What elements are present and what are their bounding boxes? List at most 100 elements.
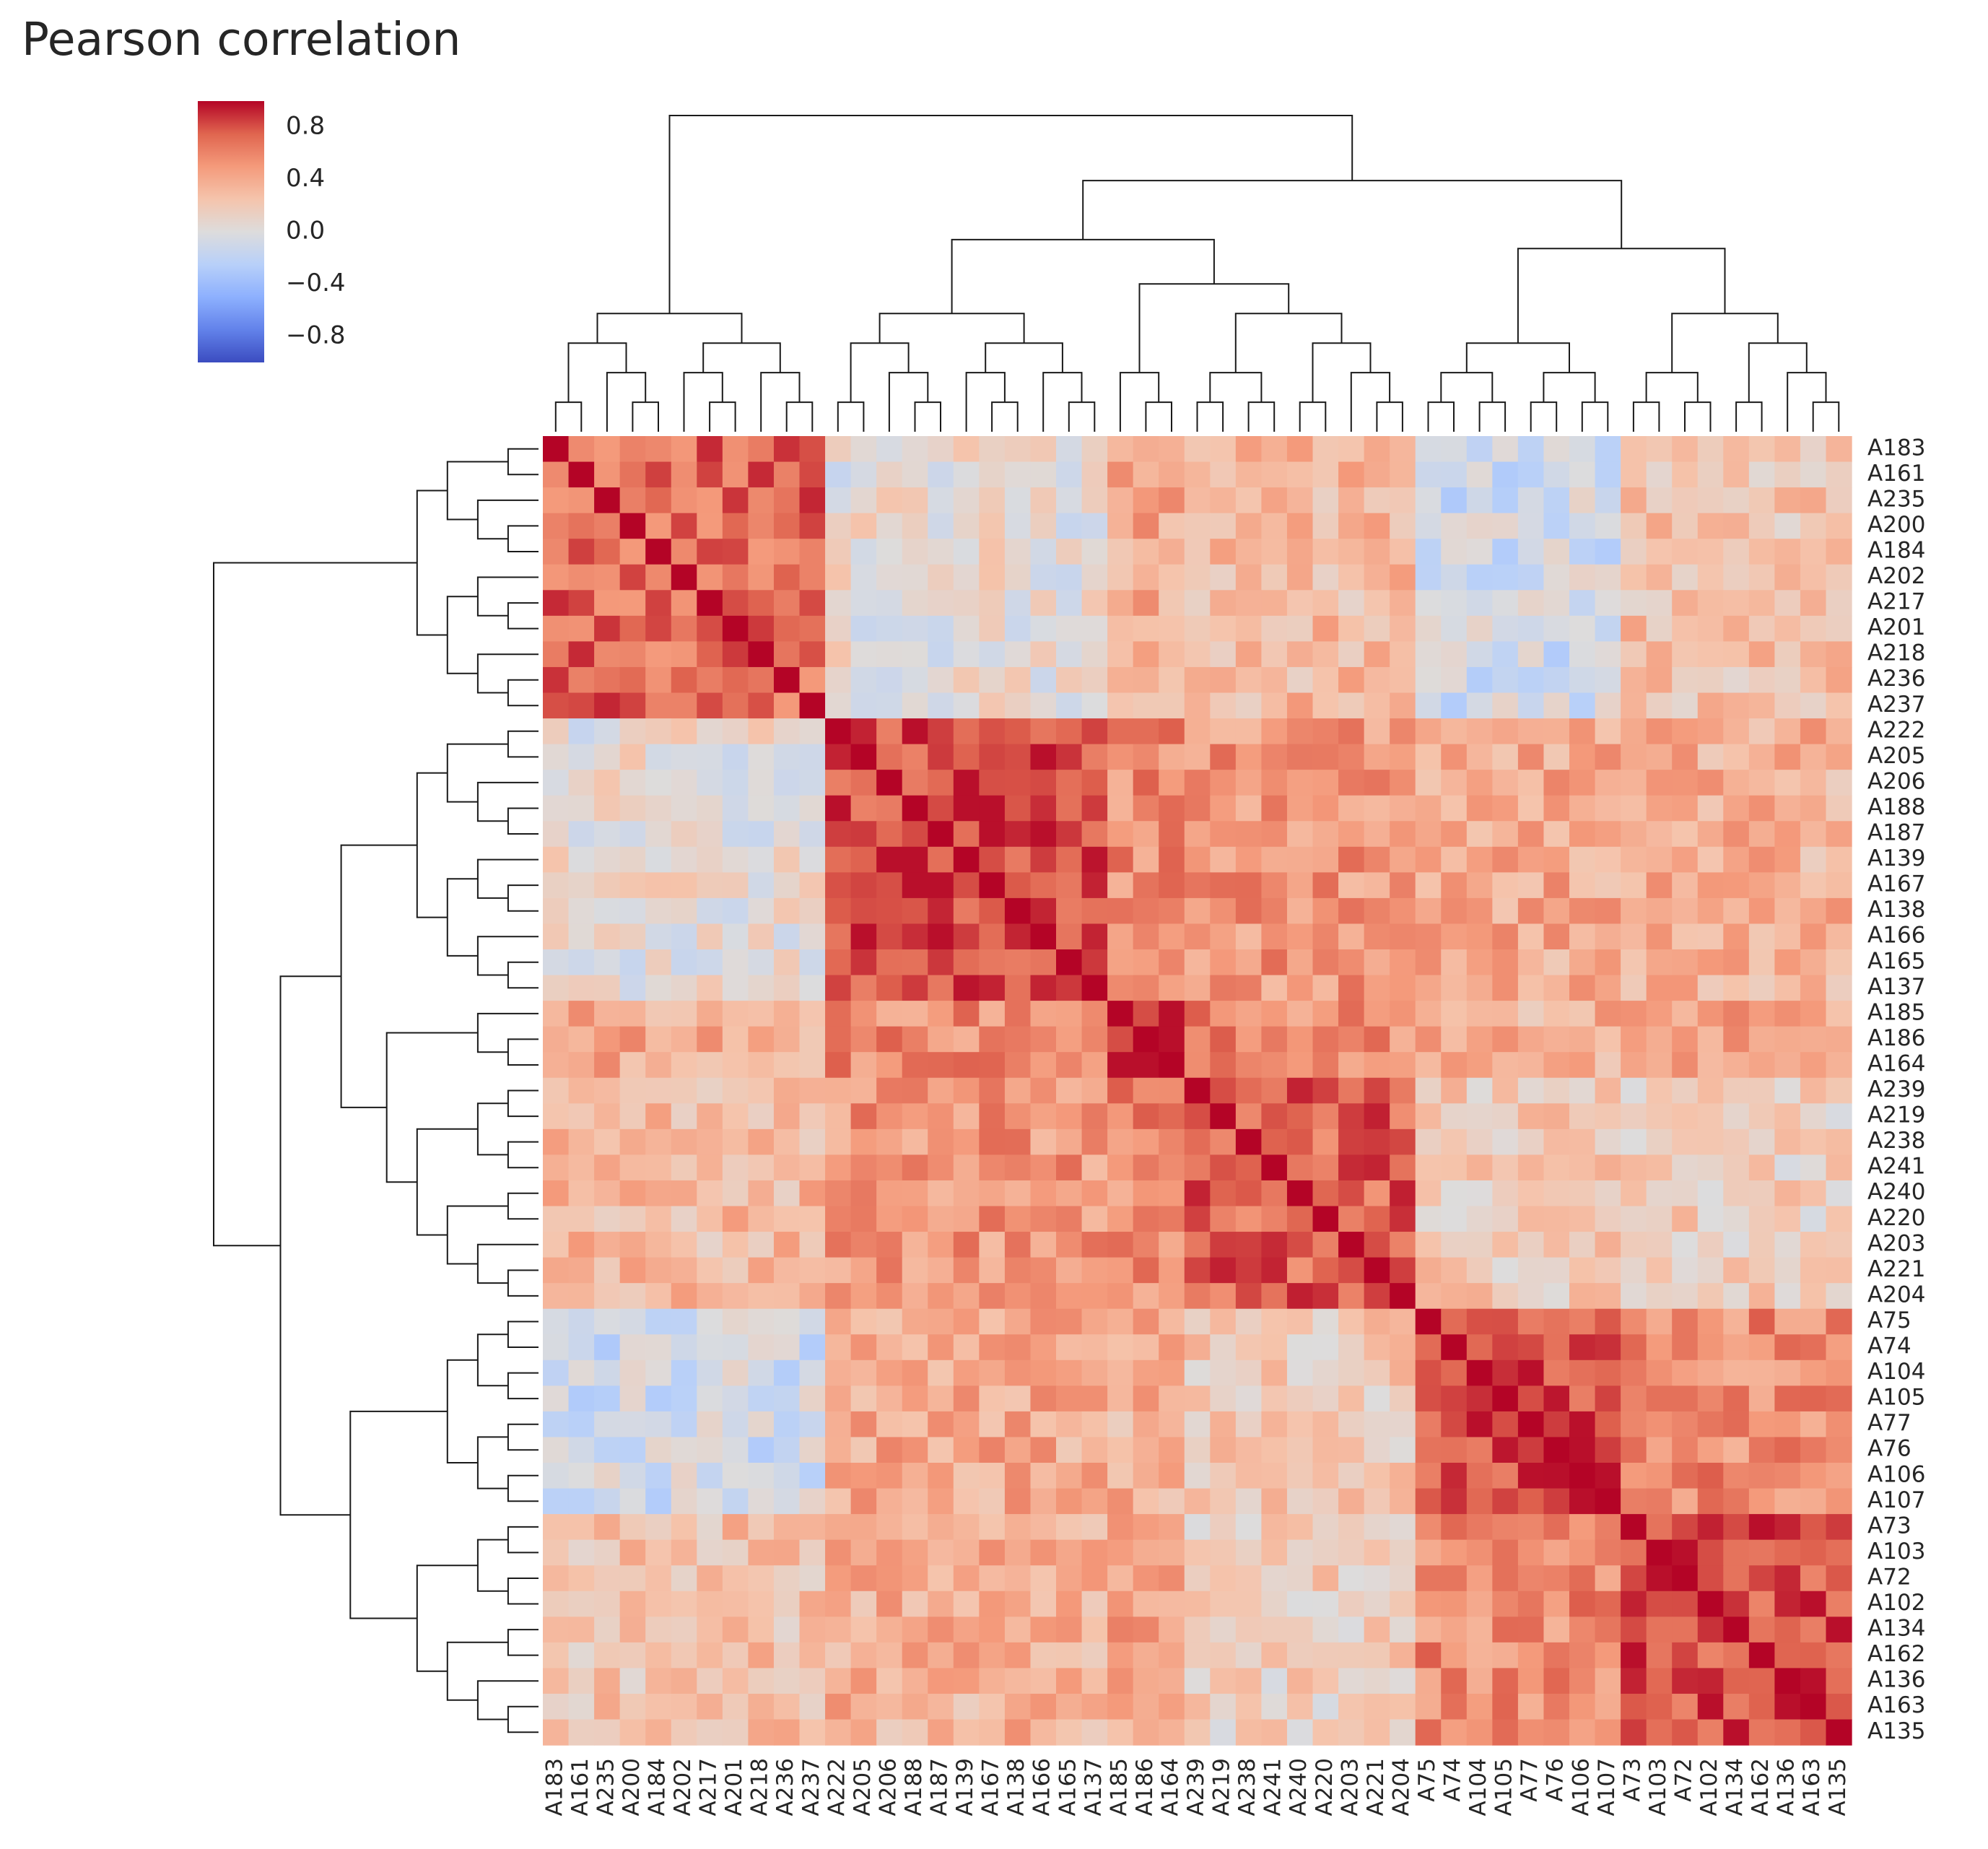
- heatmap-cell: [1210, 1668, 1237, 1694]
- heatmap-cell: [1441, 1077, 1468, 1104]
- heatmap-cell: [1646, 1154, 1673, 1181]
- heatmap-cell: [1056, 590, 1083, 617]
- heatmap-cell: [671, 744, 697, 770]
- heatmap-cell: [953, 436, 980, 463]
- heatmap-cell: [799, 1001, 826, 1027]
- heatmap-cell: [1569, 1283, 1596, 1310]
- heatmap-cell: [1415, 1334, 1442, 1361]
- heatmap-cell: [902, 821, 928, 848]
- heatmap-cell: [825, 539, 852, 565]
- heatmap-cell: [568, 1026, 595, 1053]
- heatmap-cell: [1210, 1257, 1237, 1284]
- heatmap-cell: [619, 846, 646, 873]
- heatmap-cell: [1774, 1617, 1801, 1643]
- heatmap-cell: [1492, 1052, 1519, 1079]
- heatmap-cell: [876, 1539, 903, 1566]
- heatmap-cell: [773, 795, 801, 822]
- heatmap-cell: [748, 1642, 775, 1669]
- heatmap-cell: [1466, 1128, 1493, 1155]
- heatmap-cell: [953, 1719, 980, 1746]
- heatmap-cell: [1030, 1591, 1057, 1617]
- heatmap-cell: [722, 1308, 749, 1335]
- heatmap-cell: [1210, 846, 1237, 873]
- heatmap-cell: [1159, 1001, 1185, 1027]
- heatmap-cell: [1646, 1693, 1673, 1720]
- heatmap-cell: [876, 1411, 903, 1438]
- heatmap-cell: [1364, 1026, 1390, 1053]
- heatmap-cell: [1569, 1463, 1596, 1489]
- heatmap-cell: [1056, 1437, 1083, 1463]
- heatmap-cell: [1030, 1359, 1057, 1386]
- heatmap-cell: [1364, 1539, 1390, 1566]
- heatmap-cell: [619, 872, 646, 899]
- heatmap-cell: [1492, 1437, 1519, 1463]
- heatmap-cell: [1286, 1642, 1314, 1669]
- heatmap-cell: [1826, 487, 1852, 514]
- column-label: A184: [645, 1758, 671, 1816]
- heatmap-cell: [697, 1488, 723, 1515]
- heatmap-cell: [1338, 1308, 1365, 1335]
- heatmap-cell: [1646, 1719, 1673, 1746]
- heatmap-cell: [1390, 897, 1416, 925]
- heatmap-cell: [1081, 1001, 1108, 1027]
- heatmap-cell: [722, 1411, 749, 1438]
- dendrogram-link: [446, 878, 478, 957]
- heatmap-cell: [1004, 1565, 1032, 1592]
- heatmap-cell: [1569, 692, 1596, 719]
- heatmap-cell: [902, 1283, 928, 1310]
- heatmap-cell: [979, 1103, 1006, 1130]
- heatmap-cell: [1595, 1591, 1621, 1617]
- heatmap-cell: [1748, 1359, 1775, 1386]
- dendrogram-link: [416, 490, 448, 636]
- heatmap-cell: [1312, 692, 1339, 719]
- heatmap-cell: [748, 1385, 775, 1412]
- heatmap-cell: [953, 718, 980, 745]
- heatmap-cell: [543, 897, 570, 925]
- heatmap-cell: [1569, 821, 1596, 848]
- colorbar-tick-label: −0.4: [286, 269, 346, 297]
- heatmap-cell: [928, 1693, 954, 1720]
- heatmap-cell: [543, 1359, 570, 1386]
- heatmap-cell: [1338, 487, 1365, 514]
- heatmap-cell: [1441, 436, 1468, 463]
- heatmap-cell: [1646, 1103, 1673, 1130]
- heatmap-cell: [979, 846, 1006, 873]
- heatmap-cell: [1723, 1077, 1750, 1104]
- heatmap-cell: [1004, 1206, 1032, 1232]
- heatmap-cell: [1441, 539, 1468, 565]
- heatmap-cell: [799, 1283, 826, 1310]
- heatmap-cell: [1235, 897, 1262, 925]
- heatmap-cell: [594, 1128, 621, 1155]
- heatmap-cell: [1159, 770, 1185, 796]
- heatmap-cell: [1748, 1103, 1775, 1130]
- heatmap-cell: [773, 1617, 801, 1643]
- heatmap-cell: [1056, 897, 1083, 925]
- heatmap-cell: [1415, 923, 1442, 950]
- heatmap-cell: [1030, 1001, 1057, 1027]
- heatmap-cell: [1569, 666, 1596, 694]
- heatmap-cell: [594, 1359, 621, 1386]
- heatmap-cell: [1517, 692, 1545, 719]
- heatmap-cell: [979, 975, 1006, 1001]
- heatmap-cell: [1390, 641, 1416, 668]
- heatmap-cell: [1107, 897, 1134, 925]
- heatmap-cell: [1364, 590, 1390, 617]
- heatmap-cell: [928, 1411, 954, 1438]
- heatmap-cell: [1800, 461, 1827, 488]
- heatmap-cell: [1184, 1052, 1211, 1079]
- heatmap-cell: [594, 1642, 621, 1669]
- heatmap-cell: [1800, 718, 1827, 745]
- heatmap-cell: [1081, 821, 1108, 848]
- heatmap-cell: [850, 846, 877, 873]
- heatmap-cell: [1133, 513, 1159, 539]
- heatmap-cell: [697, 1283, 723, 1310]
- heatmap-cell: [1774, 692, 1801, 719]
- heatmap-cell: [928, 1257, 954, 1284]
- dendrogram-link: [1684, 401, 1712, 432]
- heatmap-cell: [748, 1437, 775, 1463]
- heatmap-cell: [1441, 641, 1468, 668]
- heatmap-cell: [953, 1642, 980, 1669]
- column-label: A183: [541, 1758, 567, 1816]
- heatmap-cell: [1390, 1103, 1416, 1130]
- heatmap-cell: [1184, 1463, 1211, 1489]
